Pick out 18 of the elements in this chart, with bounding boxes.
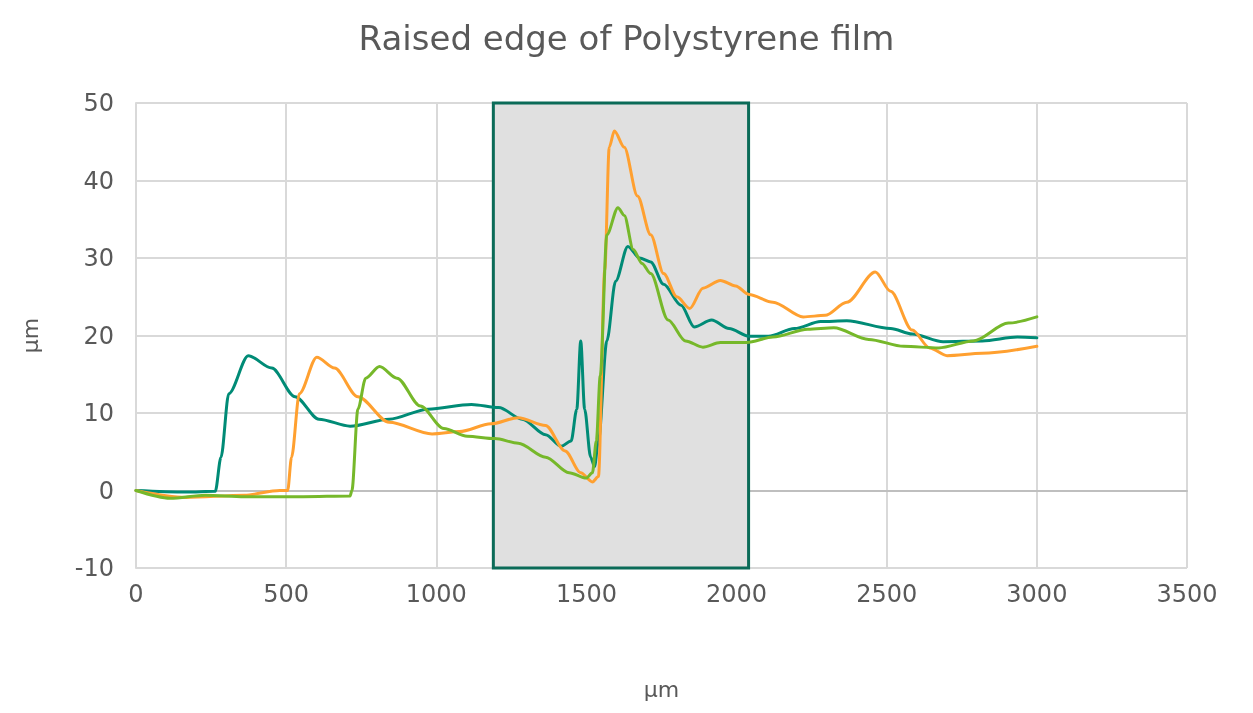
y-tick-label: 30 xyxy=(83,244,114,272)
x-tick-label: 1000 xyxy=(405,580,467,608)
x-tick-label: 3500 xyxy=(1156,580,1218,608)
y-tick-label: 40 xyxy=(83,166,114,195)
y-tick-label: -10 xyxy=(74,554,114,582)
x-axis-title: µm xyxy=(643,676,680,702)
y-tick-label: 20 xyxy=(83,321,114,350)
x-tick-label: 2500 xyxy=(856,580,918,608)
y-tick-label: 10 xyxy=(83,399,114,427)
x-tick-label: 500 xyxy=(263,580,310,608)
x-tick-label: 0 xyxy=(128,580,144,608)
x-tick-label: 2000 xyxy=(706,580,768,608)
y-tick-label: 0 xyxy=(98,476,114,505)
chart-title: Raised edge of Polystyrene film xyxy=(358,18,895,58)
y-axis-title: µm xyxy=(17,317,43,354)
y-tick-label: 50 xyxy=(83,89,114,117)
x-tick-label: 1500 xyxy=(555,580,617,608)
x-tick-label: 3000 xyxy=(1006,580,1068,608)
